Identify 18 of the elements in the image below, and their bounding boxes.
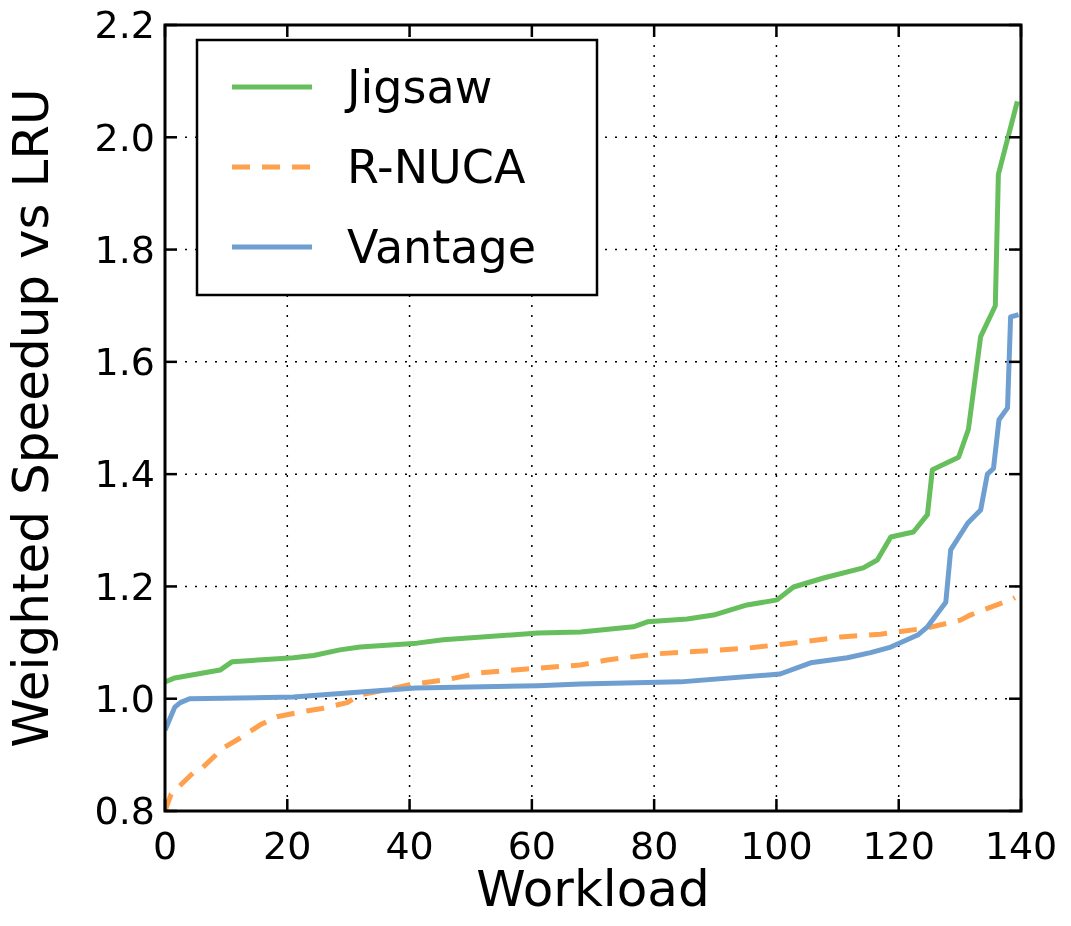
x-tick-label: 140 bbox=[984, 824, 1058, 868]
y-tick-label: 1.2 bbox=[94, 564, 155, 609]
y-tick-label: 2.2 bbox=[94, 3, 155, 48]
legend-label: Jigsaw bbox=[344, 60, 493, 115]
y-tick-label: 1.6 bbox=[94, 340, 155, 385]
x-tick-label: 100 bbox=[740, 824, 813, 868]
x-tick-label: 40 bbox=[385, 824, 434, 868]
legend-label: Vantage bbox=[347, 220, 536, 275]
y-tick-label: 1.4 bbox=[94, 452, 155, 497]
x-tick-label: 20 bbox=[263, 824, 312, 868]
x-tick-label: 120 bbox=[862, 824, 935, 868]
y-tick-label: 0.8 bbox=[94, 789, 155, 834]
y-tick-label: 1.8 bbox=[94, 227, 155, 272]
y-tick-label: 2.0 bbox=[94, 115, 155, 160]
y-axis-title: Weighted Speedup vs LRU bbox=[2, 88, 60, 748]
legend-label: R-NUCA bbox=[347, 140, 526, 195]
x-tick-label: 0 bbox=[152, 824, 178, 868]
y-tick-label: 1.0 bbox=[94, 677, 155, 722]
